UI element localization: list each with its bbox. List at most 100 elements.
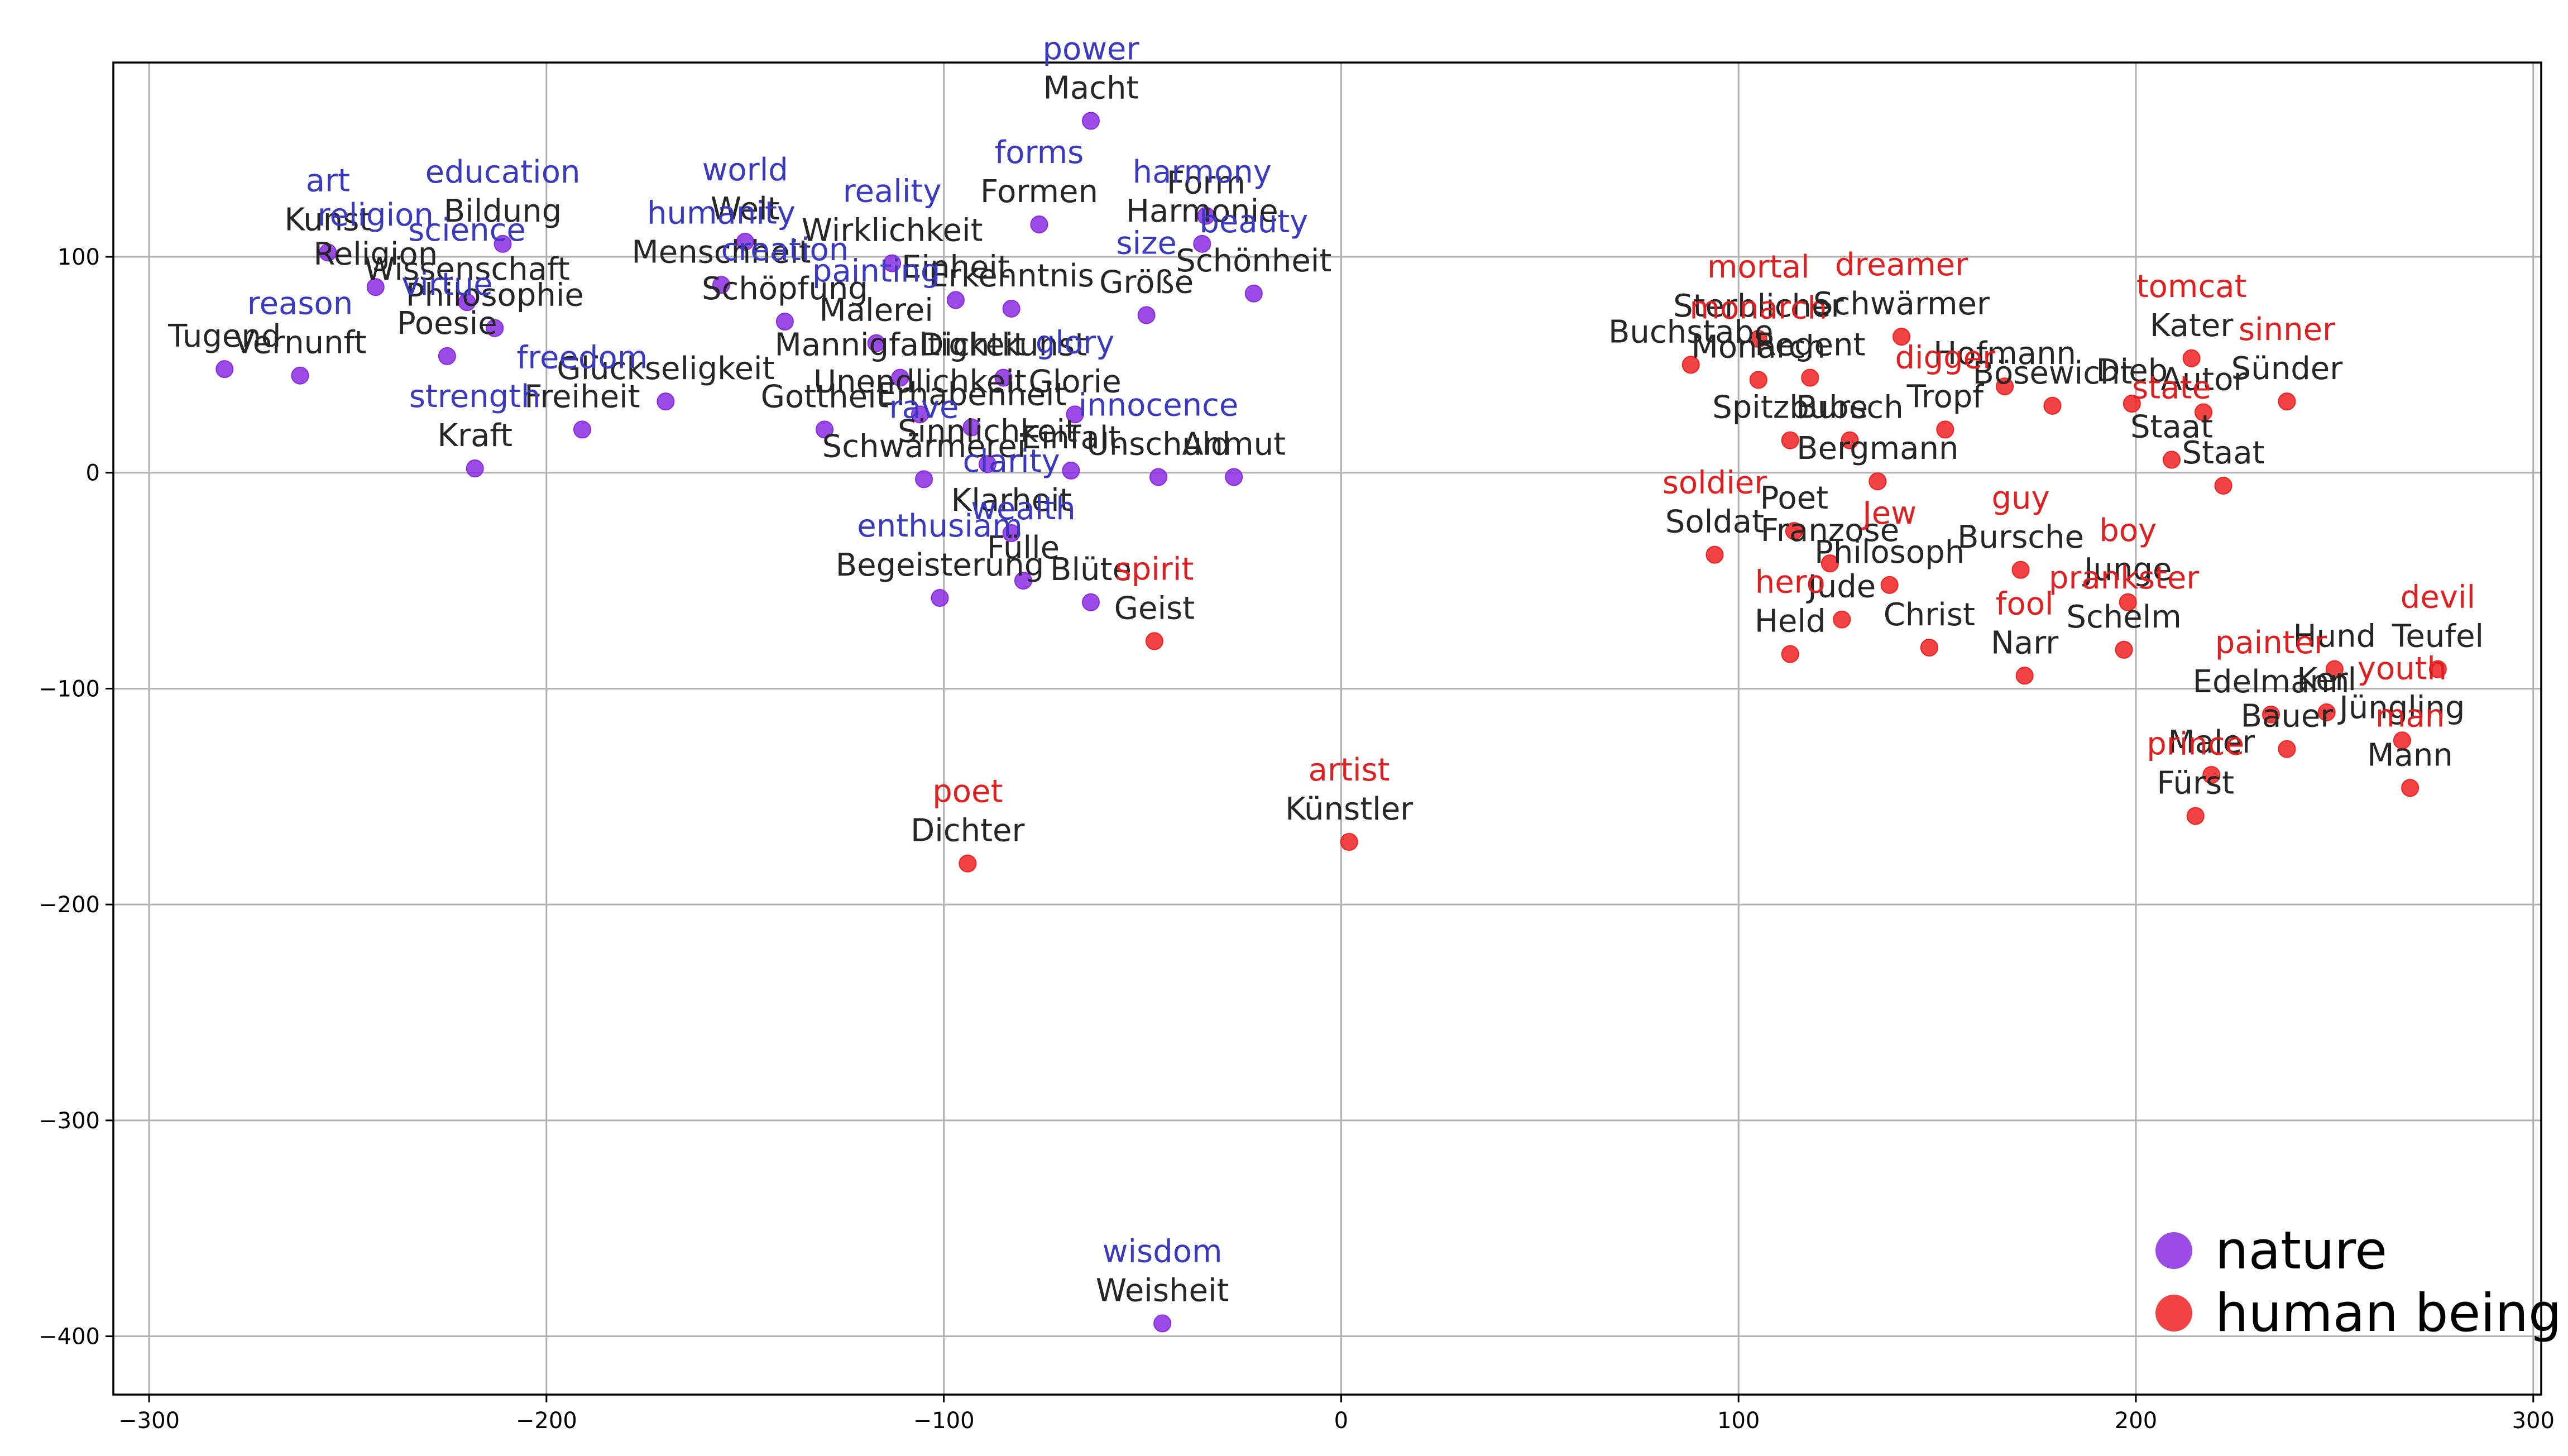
data-point: [366, 278, 385, 296]
point-label-de: Hofmann: [1933, 336, 2076, 372]
point-label-de: Schöpfung: [702, 271, 868, 307]
point-label-en: state: [2132, 370, 2211, 406]
legend-marker: [2155, 1232, 2192, 1269]
legend-label: nature: [2215, 1220, 2387, 1281]
data-point: [946, 291, 965, 309]
data-point: [494, 234, 512, 253]
point-label-de: Macht: [1043, 70, 1139, 106]
point-label-de: Harmonie: [1126, 193, 1278, 229]
point-label-de: Jüngling: [2337, 689, 2465, 726]
point-label-de: Größe: [1099, 264, 1194, 300]
data-point: [1002, 524, 1021, 543]
point-label-de: Bauer: [2241, 698, 2334, 735]
point-label-en: wisdom: [1103, 1233, 1223, 1270]
data-point: [962, 418, 981, 437]
point-label-de: Sterblicher: [1673, 288, 1844, 324]
data-point: [1936, 420, 1954, 439]
data-point: [573, 420, 591, 439]
data-point: [1062, 461, 1080, 480]
point-label-de: Menschheit: [631, 234, 811, 270]
point-label-de: Einfalt: [1021, 420, 1120, 456]
point-label-en: hero: [1755, 564, 1826, 601]
data-point: [2119, 593, 2137, 611]
point-label-de: Monarch: [1692, 329, 1826, 365]
point-label-en: strength: [409, 379, 541, 415]
point-label-en: mortal: [1707, 249, 1810, 285]
point-label-de: Maler: [2168, 724, 2255, 760]
point-label-de: Kerl: [2297, 662, 2356, 698]
point-label-de: Narr: [1991, 625, 2059, 661]
point-label-de: Bursche: [1957, 519, 2084, 555]
point-label-de: Teufel: [2392, 619, 2484, 655]
point-label-de: Schwärmerei: [822, 428, 1026, 464]
point-label-en: poet: [932, 774, 1003, 810]
data-point: [867, 334, 885, 352]
point-label-en: virtue: [401, 266, 493, 303]
data-point: [486, 319, 504, 337]
point-label-en: glory: [1036, 324, 1115, 361]
data-point: [1081, 593, 1100, 611]
point-label-de: Buchstabe: [1608, 314, 1774, 350]
point-label-de: Schwärmer: [1813, 286, 1990, 322]
data-point: [1081, 112, 1100, 130]
point-label-de: Malerei: [819, 293, 933, 329]
point-label-de: Edelmann: [2193, 664, 2350, 700]
point-label-de: Blüte: [1050, 552, 1132, 588]
data-point: [2202, 766, 2221, 784]
data-point: [458, 293, 476, 312]
data-point: [2401, 779, 2420, 797]
point-label-de: Tugend: [167, 318, 281, 355]
point-label-en: humanity: [647, 195, 796, 231]
point-label-en: artist: [1309, 752, 1390, 788]
point-label-en: harmony: [1133, 154, 1272, 190]
point-label-de: Tropf: [1906, 379, 1985, 415]
data-point: [1841, 431, 1859, 449]
point-label-en: freedom: [517, 339, 648, 376]
point-label-de: Dichter: [911, 813, 1025, 849]
point-label-de: Weisheit: [1096, 1272, 1229, 1309]
x-tick-label: 0: [1334, 1408, 1348, 1434]
point-label-en: Jew: [1861, 495, 1917, 531]
point-label-de: Bursch: [1796, 390, 1903, 426]
data-point: [1014, 572, 1032, 590]
point-label-de: Freiheit: [524, 379, 640, 415]
data-point: [2194, 403, 2212, 422]
legend-marker: [2155, 1295, 2192, 1332]
point-label-en: prankster: [2049, 560, 2200, 596]
point-label-de: Sünder: [2231, 351, 2344, 387]
point-label-de: Kraft: [437, 418, 512, 454]
y-tick-label: 0: [86, 461, 100, 486]
data-points: [215, 112, 2447, 1333]
data-point: [319, 243, 337, 262]
point-label-de: Jude: [1806, 569, 1876, 605]
point-label-de: Poet: [1760, 480, 1828, 516]
point-label-de: Geist: [1114, 590, 1195, 626]
data-point: [1749, 371, 1767, 389]
point-label-de: Hund: [2293, 619, 2377, 655]
plot-frame: [112, 61, 2542, 1396]
point-label-en: reality: [843, 174, 942, 210]
point-label-en: fool: [1996, 586, 2054, 622]
data-point: [2186, 807, 2205, 825]
x-tick-label: 100: [1717, 1408, 1760, 1434]
data-point: [775, 313, 794, 331]
data-point: [1002, 299, 1021, 318]
point-label-en: education: [425, 154, 581, 190]
point-label-de: Anmut: [1182, 426, 1286, 462]
point-label-de: Unendlichkeit: [813, 363, 1027, 400]
data-point: [466, 459, 484, 478]
data-point: [1705, 545, 1724, 564]
point-label-en: creation: [721, 232, 849, 268]
point-label-de: Welt: [711, 191, 780, 227]
point-label-en: wealth: [971, 491, 1076, 527]
data-point: [2214, 476, 2232, 495]
point-label-en: power: [1042, 31, 1139, 67]
data-point: [2325, 660, 2344, 678]
point-label-en: prince: [2147, 726, 2244, 763]
point-label-de: Schelm: [2066, 599, 2181, 635]
data-point: [1197, 207, 1215, 225]
point-label-en: tomcat: [2136, 269, 2247, 305]
point-label-en: monarch: [1689, 290, 1827, 326]
